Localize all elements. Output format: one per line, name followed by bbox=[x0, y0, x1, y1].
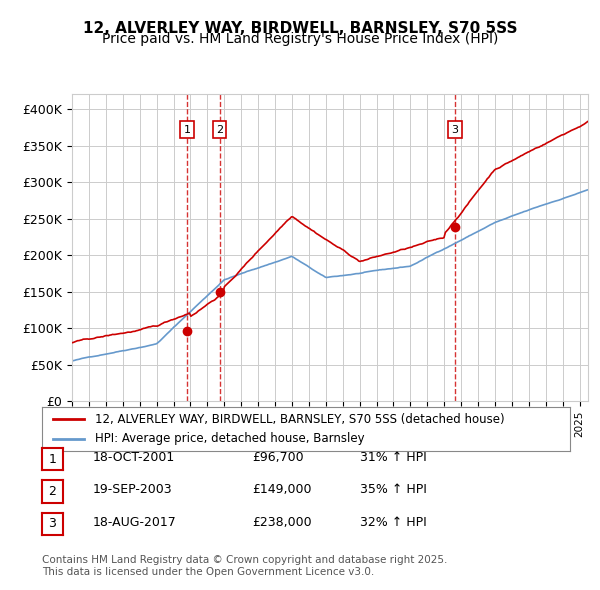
Text: 18-AUG-2017: 18-AUG-2017 bbox=[93, 516, 177, 529]
Text: 2: 2 bbox=[216, 124, 223, 135]
Text: £96,700: £96,700 bbox=[252, 451, 304, 464]
Text: 35% ↑ HPI: 35% ↑ HPI bbox=[360, 483, 427, 496]
Text: £149,000: £149,000 bbox=[252, 483, 311, 496]
Text: 2: 2 bbox=[49, 485, 56, 498]
Text: 3: 3 bbox=[49, 517, 56, 530]
Text: Contains HM Land Registry data © Crown copyright and database right 2025.
This d: Contains HM Land Registry data © Crown c… bbox=[42, 555, 448, 577]
Text: 12, ALVERLEY WAY, BIRDWELL, BARNSLEY, S70 5SS: 12, ALVERLEY WAY, BIRDWELL, BARNSLEY, S7… bbox=[83, 21, 517, 35]
Text: 1: 1 bbox=[184, 124, 191, 135]
Text: Price paid vs. HM Land Registry's House Price Index (HPI): Price paid vs. HM Land Registry's House … bbox=[102, 32, 498, 47]
Text: HPI: Average price, detached house, Barnsley: HPI: Average price, detached house, Barn… bbox=[95, 432, 364, 445]
Text: 19-SEP-2003: 19-SEP-2003 bbox=[93, 483, 173, 496]
Text: 31% ↑ HPI: 31% ↑ HPI bbox=[360, 451, 427, 464]
Text: 1: 1 bbox=[49, 453, 56, 466]
Text: 12, ALVERLEY WAY, BIRDWELL, BARNSLEY, S70 5SS (detached house): 12, ALVERLEY WAY, BIRDWELL, BARNSLEY, S7… bbox=[95, 413, 505, 426]
Text: 3: 3 bbox=[451, 124, 458, 135]
Text: £238,000: £238,000 bbox=[252, 516, 311, 529]
Text: 18-OCT-2001: 18-OCT-2001 bbox=[93, 451, 175, 464]
Text: 32% ↑ HPI: 32% ↑ HPI bbox=[360, 516, 427, 529]
